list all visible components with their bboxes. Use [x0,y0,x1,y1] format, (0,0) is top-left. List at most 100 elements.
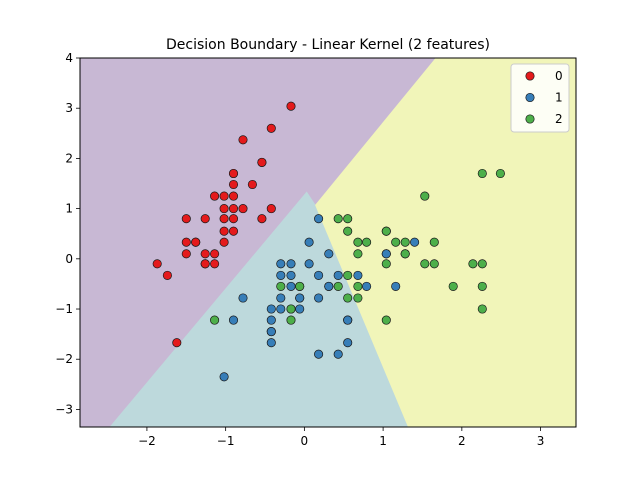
x-tick-label: 1 [379,434,387,448]
data-point-class-1 [266,338,276,348]
data-point-class-0 [238,135,248,145]
scatter-points [152,101,505,382]
data-point-class-0 [152,259,162,269]
data-point-class-0 [228,204,239,214]
data-point-class-1 [324,249,334,259]
data-point-class-2 [477,304,487,314]
data-point-class-2 [448,281,458,291]
data-point-class-2 [381,226,391,236]
data-point-class-2 [343,270,353,280]
data-point-class-2 [210,315,220,325]
data-point-class-2 [333,281,343,291]
data-point-class-1 [333,349,343,359]
data-point-class-1 [343,315,353,325]
x-axis-ticks: −2 −1 0 1 2 3 [138,427,544,448]
data-point-class-1 [295,293,305,303]
data-point-class-0 [200,249,210,259]
x-tick-label: −2 [138,434,156,448]
data-point-class-0 [172,338,182,348]
data-point-class-1 [353,270,363,280]
data-point-class-1 [381,249,391,259]
data-point-class-1 [304,259,314,269]
y-tick-label: 4 [65,51,73,65]
data-point-class-0 [181,214,191,224]
y-tick-label: 0 [65,252,73,266]
data-point-class-0 [266,123,276,133]
legend-marker-class-2 [525,114,535,124]
x-tick-label: −1 [217,434,235,448]
data-point-class-1 [314,214,324,224]
y-tick-label: 1 [65,202,73,216]
data-point-class-2 [495,168,505,179]
data-point-class-2 [381,259,391,269]
data-point-class-0 [257,157,267,167]
data-point-class-1 [324,281,334,291]
y-tick-label: −3 [55,402,73,416]
data-point-class-2 [381,315,391,325]
data-point-class-1 [286,270,296,280]
chart-title: Decision Boundary - Linear Kernel (2 fea… [166,37,490,53]
data-point-class-0 [210,249,220,259]
data-point-class-0 [210,259,220,269]
decision-region-class-2 [315,58,576,427]
legend-label-class-0: 0 [555,69,563,83]
data-point-class-0 [219,214,229,224]
data-point-class-1 [276,293,286,303]
data-point-class-1 [343,338,353,348]
data-point-class-0 [219,204,229,214]
data-point-class-1 [391,281,401,291]
data-point-class-2 [333,214,343,224]
data-point-class-1 [333,270,343,280]
data-point-class-2 [477,281,487,291]
data-point-class-2 [343,226,353,236]
legend: 0 1 2 [510,63,570,133]
y-tick-label: 3 [65,101,73,115]
data-point-class-2 [343,214,353,224]
data-point-class-0 [200,214,210,224]
data-point-class-0 [257,214,267,224]
data-point-class-0 [181,249,191,259]
data-point-class-1 [314,293,324,303]
data-point-class-2 [429,259,439,269]
data-point-class-0 [210,191,220,201]
data-point-class-0 [162,270,172,280]
data-point-class-0 [247,179,257,190]
legend-marker-class-0 [525,71,535,81]
data-point-class-0 [228,191,239,201]
data-point-class-1 [314,270,324,280]
data-point-class-2 [343,293,353,303]
y-axis-ticks: −3 −2 −1 0 1 2 3 4 [55,51,80,416]
data-point-class-2 [276,281,286,291]
data-point-class-1 [228,315,239,325]
data-point-class-1 [276,304,286,314]
data-point-class-2 [420,259,430,269]
data-point-class-1 [276,270,286,280]
data-point-class-1 [295,304,305,314]
legend-label-class-2: 2 [555,112,563,126]
data-point-class-1 [410,237,420,247]
x-tick-label: 2 [458,434,466,448]
decision-region-class-1 [109,191,409,427]
data-point-class-0 [191,237,201,247]
data-point-class-2 [429,237,439,247]
data-point-class-2 [477,259,487,269]
data-point-class-1 [304,237,314,247]
data-point-class-1 [362,281,372,291]
data-point-class-1 [266,327,276,337]
legend-marker-class-1 [525,92,535,103]
data-point-class-1 [219,372,229,382]
y-tick-label: −1 [55,302,73,316]
data-point-class-2 [400,249,410,259]
data-point-class-0 [228,168,239,179]
data-point-class-2 [420,191,430,201]
data-point-class-0 [228,214,239,224]
data-point-class-0 [181,237,191,247]
data-point-class-2 [353,249,363,259]
data-point-class-0 [286,101,296,111]
data-point-class-1 [266,315,276,325]
data-point-class-0 [228,179,239,190]
legend-box [510,63,570,133]
data-point-class-2 [391,237,401,247]
data-point-class-0 [200,259,210,269]
